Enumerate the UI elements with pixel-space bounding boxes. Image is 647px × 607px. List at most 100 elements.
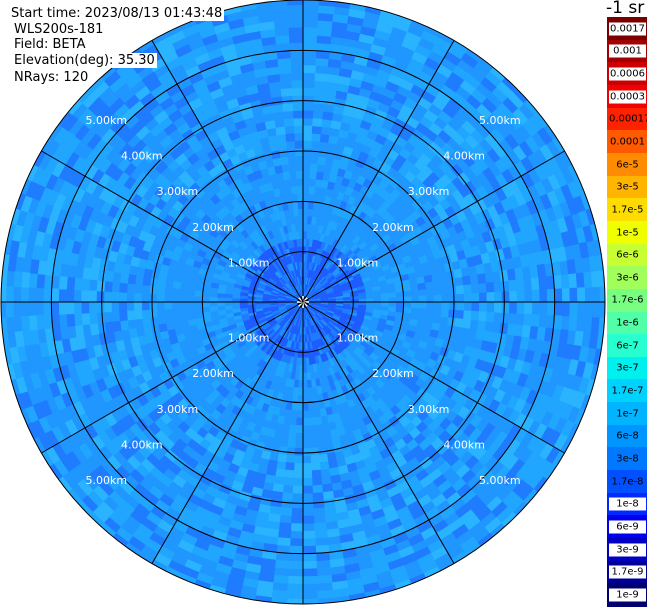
- range-gate-cell: [419, 116, 434, 130]
- range-gate-cell: [395, 506, 411, 519]
- range-gate-cell: [190, 141, 204, 154]
- range-gate-cell: [263, 543, 278, 553]
- range-gate-cell: [471, 109, 487, 125]
- range-gate-cell: [124, 189, 137, 203]
- range-gate-cell: [450, 427, 464, 441]
- range-gate-cell: [358, 304, 367, 309]
- range-gate-cell: [399, 416, 411, 428]
- range-gate-cell: [141, 221, 153, 234]
- range-gate-cell: [451, 477, 467, 493]
- range-gate-cell: [341, 53, 356, 64]
- range-gate-cell: [195, 505, 210, 519]
- range-gate-cell: [105, 190, 118, 205]
- azimuth-spoke: [302, 301, 565, 454]
- range-gate-cell: [347, 85, 361, 96]
- range-gate-cell: [334, 310, 343, 315]
- range-gate-cell: [332, 412, 342, 422]
- range-gate-cell: [271, 589, 288, 599]
- range-gate-cell: [264, 354, 272, 364]
- range-gate-cell: [331, 281, 340, 288]
- range-gate-cell: [161, 256, 172, 267]
- range-gate-cell: [453, 351, 464, 363]
- range-gate-cell: [578, 241, 590, 259]
- range-gate-cell: [523, 98, 541, 116]
- range-gate-cell: [43, 301, 52, 316]
- elevation-text: Elevation(deg): 35.30: [12, 53, 157, 68]
- range-gate-cell: [323, 96, 336, 106]
- range-gate-cell: [301, 312, 303, 320]
- range-gate-cell: [283, 338, 289, 347]
- range-gate-cell: [352, 273, 361, 280]
- range-gate-cell: [494, 187, 508, 202]
- range-gate-cell: [267, 279, 276, 286]
- range-gate-cell: [394, 154, 408, 166]
- range-gate-cell: [334, 308, 343, 313]
- range-gate-cell: [296, 185, 304, 194]
- range-gate-cell: [322, 251, 329, 260]
- range-gate-cell: [408, 373, 420, 384]
- range-gate-cell: [141, 176, 155, 190]
- range-gate-cell: [312, 297, 321, 300]
- range-gate-cell: [274, 351, 281, 360]
- range-grid: [0, 0, 606, 605]
- range-gate-cell: [241, 285, 250, 291]
- range-gate-cell: [215, 263, 225, 272]
- range-gate-cell: [399, 78, 415, 92]
- range-gate-cell: [469, 401, 482, 415]
- range-gate-cell: [344, 186, 354, 197]
- range-gate-cell: [309, 325, 314, 334]
- range-gate-cell: [279, 291, 287, 296]
- range-gate-cell: [171, 403, 184, 416]
- range-gate-cell: [203, 517, 219, 531]
- range-gate-cell: [502, 246, 513, 260]
- range-gate-cell: [353, 276, 363, 283]
- range-gate-cell: [430, 43, 449, 59]
- range-gate-cell: [463, 227, 475, 240]
- range-gate-cell: [206, 80, 222, 93]
- range-gate-cell: [296, 319, 300, 327]
- range-gate-cell: [374, 133, 387, 146]
- range-gate-cell: [418, 302, 427, 309]
- colorbar-swatch: 1e-8: [607, 492, 647, 516]
- range-gate-cell: [326, 290, 335, 295]
- range-gate-cell: [317, 589, 335, 599]
- range-gate-cell: [331, 238, 339, 248]
- range-gate-cell: [311, 307, 319, 313]
- range-gate-cell: [332, 489, 345, 499]
- range-gate-cell: [398, 147, 412, 160]
- range-gate-cell: [251, 486, 264, 497]
- range-gate-cell: [300, 311, 302, 320]
- range-gate-cell: [534, 251, 545, 266]
- range-gate-cell: [500, 197, 513, 213]
- range-gate-cell: [328, 543, 343, 553]
- range-gate-cell: [84, 423, 99, 440]
- range-gate-cell: [331, 580, 349, 591]
- range-gate-cell: [314, 522, 327, 532]
- range-gate-cell: [425, 83, 441, 98]
- range-gate-cell: [463, 345, 474, 357]
- range-gate-cell: [176, 513, 193, 527]
- range-gate-cell: [212, 497, 227, 510]
- range-gate-cell: [210, 409, 222, 421]
- range-gate-cell: [297, 326, 301, 335]
- range-gate-cell: [272, 253, 280, 262]
- range-gate-cell: [76, 500, 94, 518]
- range-gate-cell: [284, 469, 295, 479]
- range-gate-cell: [277, 141, 288, 151]
- range-gate-cell: [439, 228, 451, 240]
- range-gate-cell: [270, 307, 279, 311]
- range-gate-cell: [312, 299, 321, 301]
- range-gate-cell: [77, 216, 90, 232]
- range-gate-cell: [373, 76, 389, 89]
- range-gate-cell: [259, 332, 268, 340]
- range-gate-cell: [303, 42, 318, 51]
- range-gate-cell: [258, 503, 271, 514]
- nrays-text: NRays: 120: [12, 70, 91, 85]
- range-gate-cell: [418, 438, 432, 452]
- range-gate-cell: [285, 347, 291, 356]
- range-gate-cell: [309, 262, 314, 271]
- range-gate-cell: [183, 176, 196, 189]
- range-gate-cell: [583, 271, 593, 288]
- range-gate-cell: [332, 587, 350, 598]
- range-gate-cell: [125, 73, 143, 89]
